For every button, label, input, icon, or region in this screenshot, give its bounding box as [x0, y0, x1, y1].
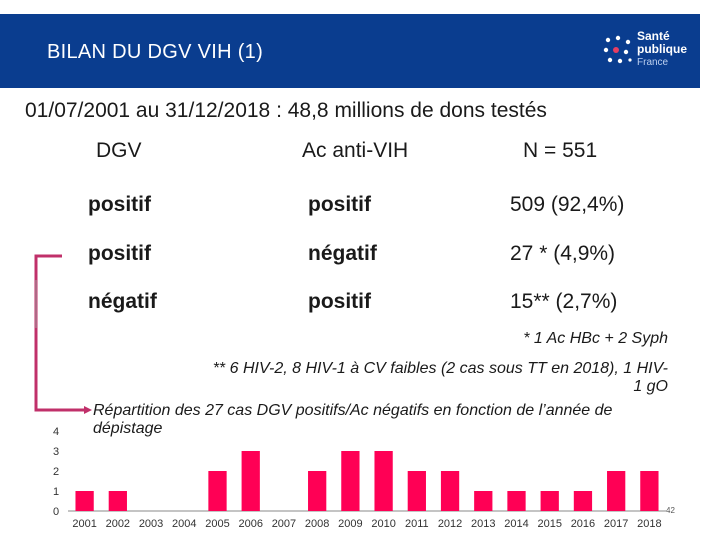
x-tick-label-2011: 2011: [405, 518, 429, 530]
row1-dgv: positif: [88, 193, 151, 216]
col-header-ac: Ac anti-VIH: [302, 139, 409, 162]
x-tick-label-2012: 2012: [438, 518, 462, 530]
x-tick-label-2016: 2016: [571, 518, 595, 530]
logo-text: Santé publique France: [637, 30, 687, 69]
row1-n: 509 (92,4%): [510, 193, 625, 216]
x-tick-label-2010: 2010: [371, 518, 395, 530]
row3-dgv: négatif: [88, 290, 157, 313]
row3-n: 15** (2,7%): [510, 290, 618, 313]
bar-2009: [341, 451, 360, 511]
logo-dots-icon: [603, 35, 632, 64]
subtitle: 01/07/2001 au 31/12/2018 : 48,8 millions…: [25, 99, 547, 122]
bar-2011: [407, 471, 426, 511]
chart-title: Répartition des 27 cas DGV positifs/Ac n…: [93, 402, 613, 437]
y-tick-label: 4: [53, 426, 59, 438]
x-tick-label-2015: 2015: [537, 518, 561, 530]
logo-line1: Santé: [637, 29, 670, 43]
x-tick-label-2001: 2001: [72, 518, 96, 530]
header: BILAN DU DGV VIH (1) Santé publique Fran…: [0, 0, 720, 88]
x-tick-label-2008: 2008: [305, 518, 329, 530]
bar-2006: [241, 451, 260, 511]
x-tick-label-2004: 2004: [172, 518, 196, 530]
y-tick-label: 3: [53, 446, 59, 458]
x-tick-label-2013: 2013: [471, 518, 495, 530]
page-title: BILAN DU DGV VIH (1): [47, 41, 264, 63]
bar-2013: [474, 491, 493, 511]
page-number: 42: [666, 506, 675, 515]
x-tick-label-2017: 2017: [604, 518, 628, 530]
row2-dgv: positif: [88, 242, 151, 265]
x-tick-label-2009: 2009: [338, 518, 362, 530]
row3-ac: positif: [308, 290, 371, 313]
bar-2010: [374, 451, 393, 511]
footnote-2-line1: ** 6 HIV-2, 8 HIV-1 à CV faibles (2 cas …: [212, 360, 668, 377]
sante-publique-france-logo: Santé publique France: [600, 30, 700, 78]
footnote-1: * 1 Ac HBc + 2 Syph: [523, 330, 668, 347]
footnote-2-line2: 1 gO: [633, 378, 668, 395]
x-tick-label-2018: 2018: [637, 518, 661, 530]
bar-2018: [640, 471, 659, 511]
bar-2017: [607, 471, 626, 511]
bar-2001: [75, 491, 94, 511]
x-tick-label-2002: 2002: [106, 518, 130, 530]
row2-n: 27 * (4,9%): [510, 242, 616, 265]
x-tick-label-2014: 2014: [504, 518, 528, 530]
bar-2012: [440, 471, 460, 511]
y-tick-label: 0: [53, 506, 59, 518]
bar-2005: [208, 471, 227, 511]
row1-ac: positif: [308, 193, 371, 216]
col-header-dgv: DGV: [96, 139, 142, 162]
logo-line2: publique: [637, 42, 687, 56]
header-band: [0, 14, 700, 88]
x-tick-label-2006: 2006: [238, 518, 262, 530]
bar-2002: [108, 491, 127, 511]
logo-line3: France: [637, 57, 669, 68]
col-header-n: N = 551: [523, 139, 598, 162]
bar-2016: [573, 491, 593, 511]
x-tick-label-2005: 2005: [205, 518, 229, 530]
bar-2015: [540, 491, 559, 511]
row2-ac: négatif: [308, 242, 377, 265]
x-tick-label-2003: 2003: [139, 518, 163, 530]
x-tick-label-2007: 2007: [272, 518, 296, 530]
bar-2014: [507, 491, 526, 511]
y-tick-label: 1: [53, 486, 59, 498]
y-tick-label: 2: [53, 466, 59, 478]
bar-2008: [308, 471, 327, 511]
